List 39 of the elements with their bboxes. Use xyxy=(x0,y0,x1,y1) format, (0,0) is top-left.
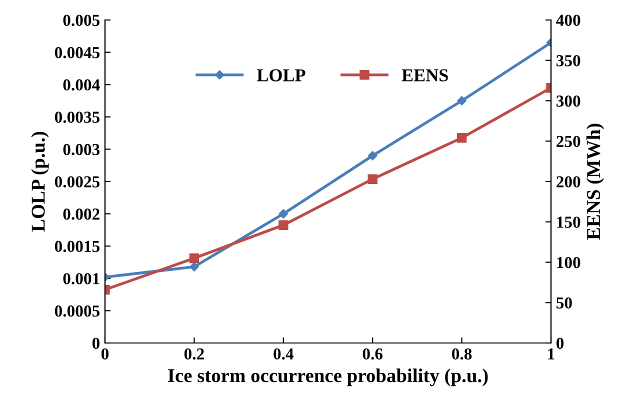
x-axis-title: Ice storm occurrence probability (p.u.) xyxy=(168,368,488,386)
y2-tick-label: 200 xyxy=(556,176,580,188)
point xyxy=(278,220,288,230)
x-tick-label: 0.6 xyxy=(362,348,383,360)
x-tick-label: 0.2 xyxy=(184,348,204,360)
point xyxy=(368,174,378,184)
point xyxy=(190,262,199,272)
y-axis-title: LOLP (p.u.) xyxy=(31,132,49,232)
y-tick-label: 0 xyxy=(92,338,100,349)
y-tick-label: 0.0015 xyxy=(54,240,100,252)
y2-tick-label: 150 xyxy=(557,216,580,228)
x-tick-label: 1 xyxy=(548,348,554,360)
point xyxy=(457,96,466,106)
y2-tick-label: 350 xyxy=(556,55,580,66)
point xyxy=(368,151,378,160)
x-tick-label: 0.4 xyxy=(274,348,294,360)
x-tick-label: 0.8 xyxy=(452,348,472,360)
y2-tick-label: 50 xyxy=(556,297,572,309)
y2-axis-title: EENS (MWh) xyxy=(586,124,604,240)
legend-label: EENS xyxy=(402,69,448,82)
y2-tick-label: 250 xyxy=(556,136,580,148)
y-tick-label: 0.0035 xyxy=(54,112,100,123)
y-tick-label: 0.003 xyxy=(63,144,100,156)
point xyxy=(189,253,200,264)
y-tick-label: 0.001 xyxy=(63,273,100,284)
y-tick-label: 0.002 xyxy=(63,208,100,220)
point xyxy=(456,133,467,143)
y-tick-label: 0.005 xyxy=(63,14,100,26)
y-tick-label: 0.0025 xyxy=(54,176,100,188)
y2-tick-label: 0 xyxy=(556,338,564,349)
point xyxy=(278,209,288,218)
x-tick-label: 0 xyxy=(101,348,109,360)
legend-label: LOLP xyxy=(256,69,306,82)
y2-tick-label: 400 xyxy=(556,14,580,26)
y2-tick-label: 100 xyxy=(557,256,580,268)
y-tick-label: 0.004 xyxy=(63,79,100,91)
y2-tick-label: 300 xyxy=(556,95,580,107)
y-tick-label: 0.0045 xyxy=(54,47,100,58)
y-tick-label: 0.0005 xyxy=(54,305,100,317)
